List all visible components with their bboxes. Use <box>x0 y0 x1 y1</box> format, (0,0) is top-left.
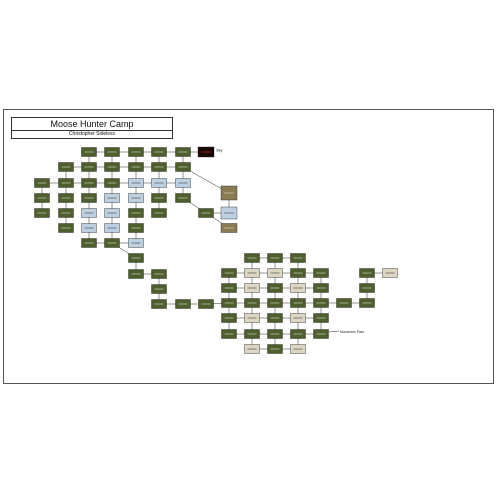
diagram-subtitle: Christopher Sideless <box>11 131 173 139</box>
diagram-nodes <box>34 146 398 354</box>
sky-label: Sky <box>216 148 223 153</box>
moosehorn-pass-label: Moosehorn Pass <box>340 330 364 334</box>
moosehorn-pointer <box>328 330 340 333</box>
diagram-title: Moose Hunter Camp <box>11 117 173 131</box>
